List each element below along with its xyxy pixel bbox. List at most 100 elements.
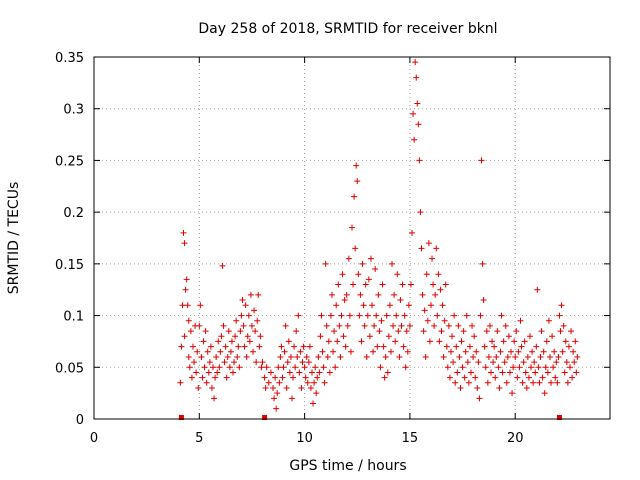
data-point [569,374,576,381]
data-point [494,328,501,335]
data-point [449,333,456,340]
data-point [370,348,377,355]
chart-title: Day 258 of 2018, SRMTID for receiver bkn… [198,21,497,37]
data-point [240,322,247,329]
data-point [179,302,186,309]
data-point [516,364,523,371]
data-point [440,353,447,360]
data-point [347,348,354,355]
data-point [296,369,303,376]
data-point [342,343,349,350]
data-point [503,379,510,386]
data-point [546,353,553,360]
data-point [509,390,516,397]
data-point [250,348,257,355]
data-point [406,322,413,329]
data-point [485,353,492,360]
data-point [515,348,522,355]
data-point [355,271,362,278]
data-point [481,343,488,350]
data-point [350,281,357,288]
data-point [237,328,244,335]
data-point [405,302,412,309]
data-point [216,364,223,371]
data-point [279,374,286,381]
data-point [222,343,229,350]
plot-frame [93,56,611,420]
data-point [241,343,248,350]
points-layer [177,59,581,412]
data-point [182,286,189,293]
data-point [545,317,552,324]
data-point [214,369,221,376]
data-point [451,312,458,319]
data-point [387,348,394,355]
data-point [433,245,440,252]
data-point [231,359,238,366]
data-point [542,364,549,371]
data-point [562,338,569,345]
data-point [484,379,491,386]
data-point [284,359,291,366]
data-point [536,379,543,386]
data-point [513,328,520,335]
data-point [313,390,320,397]
data-point [463,312,470,319]
data-point [328,291,335,298]
data-point [435,271,442,278]
data-point [352,245,359,252]
data-point [522,369,529,376]
data-point [418,245,425,252]
data-point [486,322,493,329]
data-point [390,322,397,329]
x-axis-label: GPS time / hours [289,458,406,474]
x-tick-label: 20 [507,431,524,446]
data-point [187,328,194,335]
data-point [215,338,222,345]
data-point [467,369,474,376]
data-point [372,266,379,273]
data-point [275,364,282,371]
data-point [558,302,565,309]
data-point [563,359,570,366]
data-point [198,353,205,360]
data-point [274,390,281,397]
data-point [290,374,297,381]
data-point [228,338,235,345]
data-point [382,353,389,360]
data-point [455,322,462,329]
data-point [431,322,438,329]
data-point [271,395,278,402]
data-point [495,364,502,371]
data-point [181,333,188,340]
data-point [493,353,500,360]
data-point [371,322,378,329]
data-point [466,343,473,350]
data-point [317,333,324,340]
data-point [380,343,387,350]
data-point [392,338,399,345]
data-point [489,338,496,345]
y-axis-label: SRMTID / TECUs [6,182,22,295]
data-point [401,312,408,319]
data-point [568,328,575,335]
zero-marker [178,415,184,420]
data-point [508,348,515,355]
y-tick-label: 0.35 [55,51,84,66]
y-tick-label: 0.2 [63,206,84,221]
x-tick-label: 0 [90,431,98,446]
data-point [375,291,382,298]
data-point [307,384,314,391]
data-point [472,374,479,381]
data-point [293,328,300,335]
data-point [531,359,538,366]
data-point [544,369,551,376]
data-point [277,353,284,360]
data-point [314,374,321,381]
data-point [437,286,444,293]
data-point [459,364,466,371]
data-point [285,338,292,345]
data-point [434,312,441,319]
data-point [306,343,313,350]
data-point [363,353,370,360]
